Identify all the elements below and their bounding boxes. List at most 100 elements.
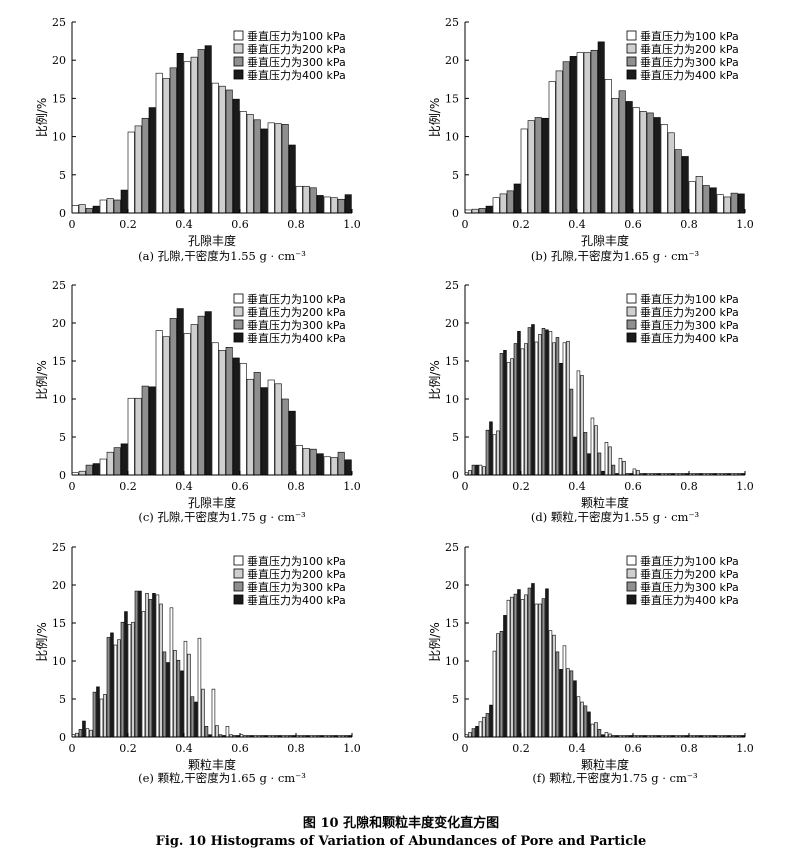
x-tick-label: 0.2 (119, 742, 137, 755)
bar (330, 457, 338, 476)
bar (239, 111, 247, 214)
bar (583, 705, 588, 738)
bar (106, 198, 114, 214)
bar (99, 199, 107, 214)
legend-label: 垂直压力为300 kPa (247, 55, 346, 69)
bar (576, 370, 581, 476)
legend-label: 垂直压力为300 kPa (640, 318, 739, 332)
panel-caption: (a) 孔隙,干密度为1.55 g · cm⁻³ (138, 249, 306, 263)
x-tick-label: 0.2 (512, 480, 530, 493)
x-axis-label: 孔隙丰度 (188, 233, 236, 248)
bar (138, 590, 142, 738)
bar (503, 350, 507, 476)
x-tick-label: 0.4 (568, 218, 586, 231)
legend-swatch (626, 568, 637, 579)
y-axis-label: 比例/% (35, 360, 49, 399)
bar (260, 387, 268, 476)
bar (78, 729, 83, 738)
bar (468, 732, 472, 738)
bar (337, 451, 345, 476)
bar (295, 185, 303, 214)
legend-label: 垂直压力为300 kPa (640, 580, 739, 594)
bar (120, 443, 128, 476)
y-tick-label: 25 (52, 541, 66, 554)
bar (569, 670, 574, 738)
chart-panel-d: 0 5 10 15 20 25 0 0.2 0.4 0.6 0.8 1.0 颗粒丰度 比例/% (d) 颗粒… (428, 279, 754, 524)
legend-swatch (626, 69, 637, 80)
x-tick-label: 0.6 (231, 218, 249, 231)
bar (316, 453, 324, 476)
y-tick-label: 5 (59, 169, 66, 182)
bar (482, 716, 486, 738)
bar (92, 463, 100, 476)
bar (295, 445, 303, 476)
legend-label: 垂直压力为400 kPa (247, 593, 346, 607)
bar (215, 725, 219, 738)
bar (496, 430, 500, 476)
bar (594, 722, 598, 738)
bar (590, 417, 595, 476)
bar (608, 446, 612, 476)
bar (503, 615, 507, 738)
bar (573, 436, 577, 476)
bar (113, 644, 118, 738)
bar (513, 343, 518, 476)
bar (569, 388, 574, 476)
bar (548, 331, 553, 476)
x-tick-label: 0.4 (175, 742, 193, 755)
bar (127, 131, 135, 214)
bar (106, 637, 111, 738)
y-tick-label: 15 (52, 617, 66, 630)
bar (660, 124, 668, 214)
bar (639, 111, 647, 214)
bar (506, 362, 511, 476)
panel-caption: (b) 孔隙,干密度为1.65 g · cm⁻³ (531, 249, 700, 263)
y-tick-label: 15 (52, 92, 66, 105)
bar (124, 611, 128, 738)
legend-swatch (233, 306, 244, 317)
bar (517, 589, 521, 738)
bar (506, 599, 511, 738)
bar (492, 197, 500, 214)
bar (545, 588, 549, 738)
bar (562, 61, 570, 214)
y-tick-label: 10 (445, 655, 459, 668)
bar (85, 728, 90, 738)
bar (183, 640, 188, 738)
bar (204, 45, 212, 214)
bar (232, 98, 240, 214)
legend-swatch (233, 69, 244, 80)
bar (96, 686, 100, 738)
bar (218, 85, 226, 214)
bar (162, 651, 167, 738)
x-tick-label: 0.6 (231, 480, 249, 493)
y-tick-label: 5 (452, 693, 459, 706)
x-axis-label: 孔隙丰度 (188, 495, 236, 510)
legend-label: 垂直压力为100 kPa (247, 554, 346, 568)
bar (580, 701, 584, 738)
y-tick-label: 0 (452, 207, 459, 220)
legend-swatch (233, 56, 244, 67)
bar (471, 208, 479, 214)
x-tick-label: 0.4 (568, 480, 586, 493)
bar (201, 688, 205, 738)
bar (555, 70, 563, 214)
x-tick-label: 0.6 (624, 742, 642, 755)
bar (155, 72, 163, 214)
legend-label: 垂直压力为100 kPa (640, 29, 739, 43)
y-tick-label: 5 (59, 693, 66, 706)
bar (246, 378, 254, 476)
bar (183, 333, 191, 476)
bar (162, 78, 170, 214)
legend-label: 垂直压力为200 kPa (640, 305, 739, 319)
legend-swatch (626, 306, 637, 317)
y-tick-label: 25 (445, 279, 459, 292)
bar (344, 194, 352, 214)
legend-label: 垂直压力为300 kPa (640, 55, 739, 69)
y-tick-label: 10 (52, 655, 66, 668)
bar (538, 334, 542, 476)
bar (478, 208, 486, 214)
legend-label: 垂直压力为400 kPa (640, 68, 739, 82)
